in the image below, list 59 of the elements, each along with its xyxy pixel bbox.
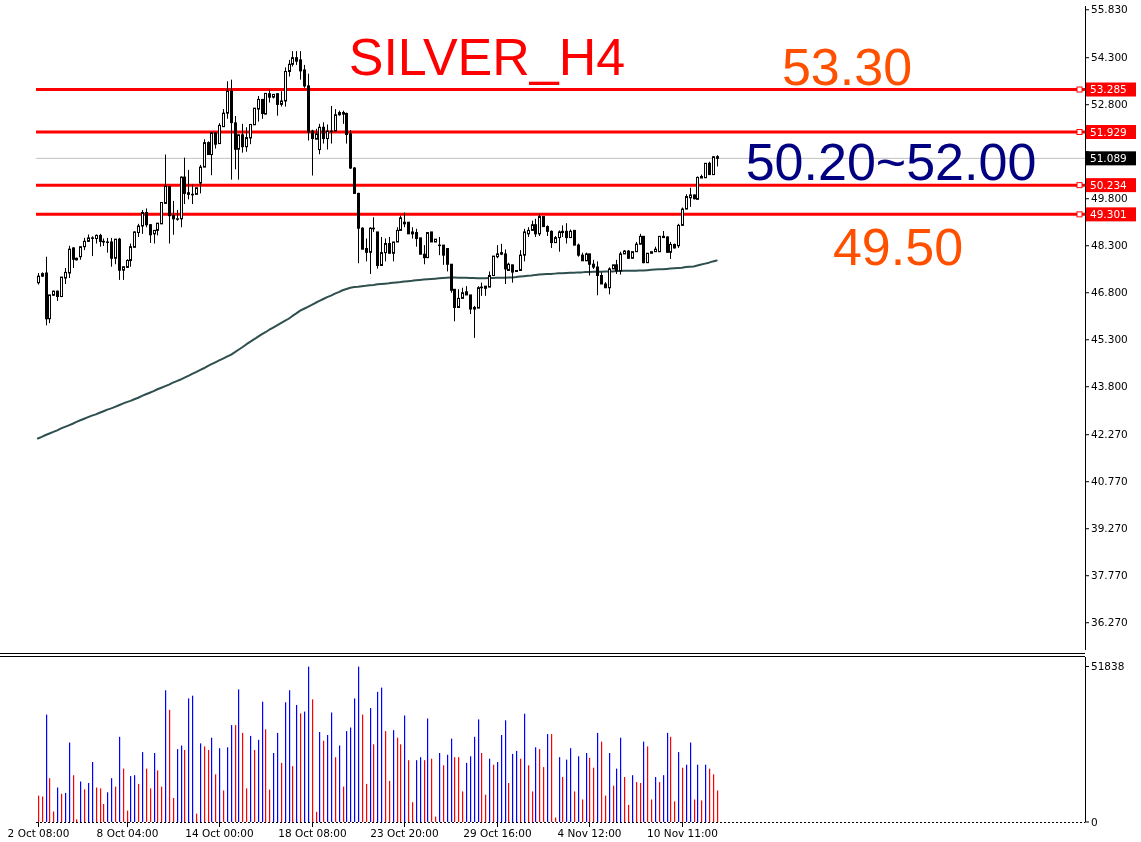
x-tick-label: 14 Oct 00:00 <box>185 827 254 839</box>
candlestick <box>538 213 541 237</box>
candlestick <box>558 229 561 253</box>
candlestick <box>257 95 260 123</box>
x-tick-label: 29 Oct 16:00 <box>463 827 532 839</box>
candlestick <box>276 92 279 117</box>
annotation: 49.50 <box>832 218 964 276</box>
ref-line-label: 50.234 <box>1090 178 1128 191</box>
y-tick-label: 40.770 <box>1091 475 1128 488</box>
x-tick-label: 10 Nov 11:00 <box>647 827 718 839</box>
y-tick-label: 48.300 <box>1091 239 1128 252</box>
ref-line-label: 51.089 <box>1090 152 1127 165</box>
candlestick <box>384 238 387 262</box>
y-tick-label: 42.270 <box>1091 428 1128 441</box>
x-tick-label: 8 Oct 04:00 <box>96 827 159 839</box>
y-tick-label: 49.800 <box>1091 192 1128 205</box>
y-tick-label: 46.800 <box>1091 286 1128 299</box>
candlestick <box>565 222 568 245</box>
annotation: 53.30 <box>781 38 913 96</box>
candlestick <box>334 108 337 132</box>
y-tick-label: 39.270 <box>1091 522 1128 535</box>
y-tick-label: 52.800 <box>1091 98 1128 111</box>
y-tick-label: 43.800 <box>1091 380 1128 393</box>
candlestick <box>477 285 480 309</box>
candlestick <box>596 260 599 296</box>
x-tick-label: 23 Oct 20:00 <box>370 827 439 839</box>
ref-line-label: 53.285 <box>1090 83 1127 96</box>
y-tick-label: 55.830 <box>1091 3 1128 16</box>
candlestick <box>469 294 472 315</box>
y-tick-label: 54.300 <box>1091 51 1128 64</box>
candlestick <box>712 155 715 176</box>
candlestick <box>330 105 333 145</box>
x-tick-label: 4 Nov 12:00 <box>557 827 622 839</box>
candlestick <box>187 169 190 200</box>
y-tick-label: 36.270 <box>1091 616 1128 629</box>
candlestick <box>141 209 144 235</box>
candlestick <box>264 92 267 115</box>
candlestick <box>326 123 329 151</box>
candlestick <box>438 236 441 256</box>
chart-title: SILVER_H4 <box>348 28 626 86</box>
candlestick <box>608 266 611 295</box>
candlestick <box>245 126 248 153</box>
y-tick-label: 0 <box>1091 815 1098 828</box>
candlestick <box>457 288 460 308</box>
x-tick-label: 18 Oct 08:00 <box>278 827 347 839</box>
candlestick <box>241 123 244 154</box>
y-tick-label: 45.300 <box>1091 333 1128 346</box>
candlestick <box>689 187 692 208</box>
y-tick-label: 37.770 <box>1091 569 1128 582</box>
ref-line-label: 51.929 <box>1090 125 1127 138</box>
candlestick <box>442 244 445 266</box>
y-tick-label: 51838 <box>1091 660 1125 673</box>
annotation: 50.20~52.00 <box>745 133 1037 191</box>
candlestick <box>68 245 71 279</box>
candlestick <box>91 235 94 257</box>
ref-line-label: 49.301 <box>1090 208 1127 221</box>
candlestick <box>110 237 113 268</box>
candlestick <box>619 251 622 276</box>
x-tick-label: 2 Oct 08:00 <box>7 827 70 839</box>
